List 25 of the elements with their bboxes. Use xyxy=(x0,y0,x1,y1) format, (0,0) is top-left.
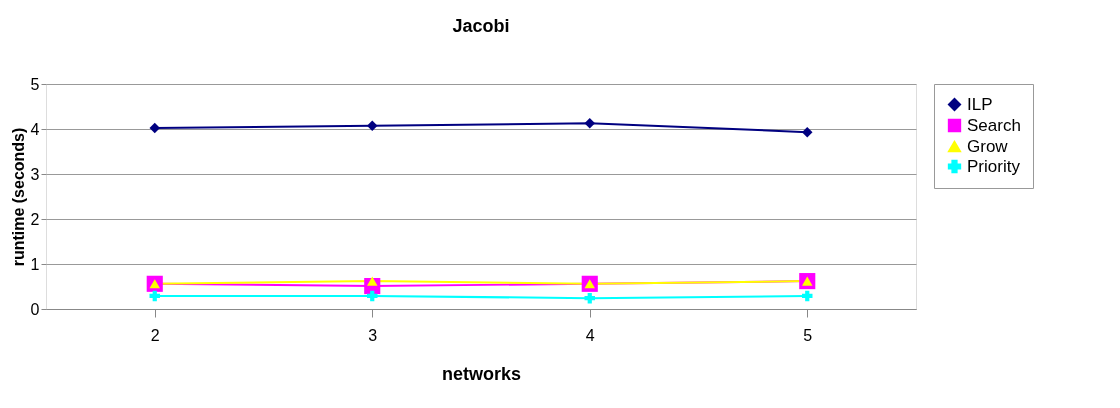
x-tick-label: 4 xyxy=(585,326,595,344)
point xyxy=(149,290,160,302)
x-tick-label: 2 xyxy=(150,326,160,344)
legend-label: Search xyxy=(967,115,1021,135)
y-tick-label: 1 xyxy=(30,255,40,273)
y-tick-label: 3 xyxy=(30,165,40,183)
legend-label: Priority xyxy=(967,156,1021,176)
point xyxy=(584,292,595,304)
point xyxy=(367,120,378,132)
y-tick-label: 2 xyxy=(30,210,40,228)
x-axis-title: networks xyxy=(441,363,522,384)
x-tick-label: 3 xyxy=(368,326,378,344)
chart-title: Jacobi xyxy=(452,16,510,36)
point xyxy=(802,290,813,302)
y-axis-title: runtime (seconds) xyxy=(9,127,27,267)
x-tick-label: 5 xyxy=(803,326,813,344)
point xyxy=(584,117,595,129)
legend-label: Grow xyxy=(967,136,1009,156)
legend-label: ILP xyxy=(967,94,993,114)
y-tick-label: 0 xyxy=(30,300,40,318)
y-tick-label: 4 xyxy=(30,120,40,138)
point xyxy=(149,122,160,134)
point xyxy=(367,290,378,302)
y-tick-label: 5 xyxy=(30,75,40,93)
point xyxy=(802,126,813,138)
